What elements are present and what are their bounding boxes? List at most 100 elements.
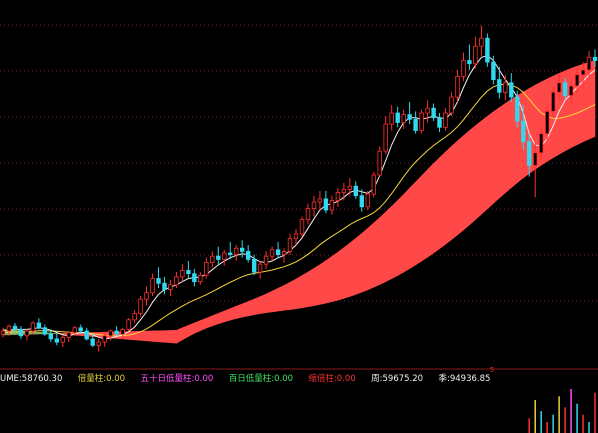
candle bbox=[60, 336, 65, 343]
band-segment bbox=[588, 60, 596, 140]
band-segment bbox=[564, 68, 572, 152]
band-segment bbox=[337, 247, 345, 301]
candle bbox=[515, 96, 520, 122]
candle bbox=[413, 119, 418, 131]
band-segment bbox=[211, 313, 219, 327]
candle bbox=[269, 249, 275, 257]
candle bbox=[323, 198, 329, 211]
candle bbox=[186, 270, 191, 275]
candle bbox=[222, 252, 227, 260]
candle bbox=[425, 107, 430, 114]
bei-liang-value: 0.00 bbox=[106, 374, 126, 384]
candle bbox=[533, 152, 538, 166]
band-segment bbox=[325, 255, 333, 304]
candle bbox=[503, 82, 508, 93]
candle bbox=[443, 112, 448, 128]
candle bbox=[574, 74, 580, 87]
band-segment bbox=[277, 284, 285, 312]
band-segment bbox=[421, 168, 428, 262]
band-segment bbox=[415, 175, 422, 266]
band-segment bbox=[391, 199, 398, 280]
band-segment bbox=[355, 232, 363, 295]
ji-value: 94936.85 bbox=[449, 374, 491, 384]
band-segment bbox=[397, 193, 404, 276]
candle bbox=[24, 330, 30, 337]
band-segment bbox=[188, 322, 195, 338]
band-segment bbox=[295, 275, 303, 310]
band-segment bbox=[331, 251, 339, 303]
band-segment bbox=[499, 102, 506, 199]
candle bbox=[192, 273, 197, 283]
band-segment bbox=[247, 298, 255, 317]
candle bbox=[586, 56, 592, 71]
band-segment bbox=[176, 327, 183, 344]
candle bbox=[102, 335, 107, 343]
bei-liang-label: 倍量柱: bbox=[77, 374, 107, 384]
candle bbox=[281, 250, 287, 255]
band-segment bbox=[361, 227, 369, 293]
candle bbox=[562, 82, 568, 96]
band-segment bbox=[194, 320, 201, 334]
candle bbox=[473, 45, 478, 65]
candle bbox=[556, 82, 562, 93]
candle bbox=[479, 37, 484, 47]
candle bbox=[180, 270, 185, 278]
band-segment bbox=[146, 330, 153, 342]
candle bbox=[78, 327, 83, 332]
candle bbox=[317, 198, 323, 203]
candle bbox=[383, 123, 388, 152]
band-segment bbox=[343, 242, 351, 299]
candle bbox=[114, 330, 119, 335]
candle bbox=[449, 96, 454, 114]
volume-marker-label: 5 bbox=[490, 366, 494, 374]
candle bbox=[293, 233, 299, 240]
wushi-label: 五十日低量柱: bbox=[140, 374, 195, 384]
candle bbox=[6, 325, 12, 332]
candle bbox=[263, 255, 269, 265]
bairi-value: 0.00 bbox=[274, 374, 294, 384]
suo-bei-label: 缩倍柱: bbox=[308, 374, 337, 384]
band-segment bbox=[451, 140, 458, 241]
candle bbox=[251, 258, 257, 273]
band-segment bbox=[253, 296, 261, 316]
candle bbox=[365, 193, 370, 208]
band-segment bbox=[241, 301, 249, 318]
volume-value: 58760.30 bbox=[21, 374, 63, 384]
band-segment bbox=[487, 111, 494, 210]
candle bbox=[210, 255, 215, 264]
volume-label: UME: bbox=[0, 374, 22, 384]
candle bbox=[150, 278, 155, 294]
candle bbox=[461, 60, 466, 77]
candle bbox=[30, 322, 36, 332]
band-segment bbox=[206, 315, 213, 329]
band-segment bbox=[433, 156, 440, 254]
candle bbox=[371, 174, 376, 195]
band-segment bbox=[152, 330, 159, 343]
candle bbox=[545, 111, 550, 135]
candle bbox=[491, 61, 496, 80]
candle bbox=[66, 332, 71, 338]
candle bbox=[12, 325, 18, 330]
band-segment bbox=[403, 187, 410, 273]
band-segment bbox=[463, 130, 470, 231]
candle bbox=[455, 76, 460, 98]
candle bbox=[305, 208, 311, 221]
candle bbox=[377, 150, 382, 176]
band-segment bbox=[283, 281, 291, 311]
candle bbox=[347, 185, 352, 190]
candle bbox=[335, 192, 341, 201]
indicator-legend: UME: 58760.30 倍量柱: 0.00 五十日低量柱: 0.00 百日低… bbox=[0, 372, 598, 386]
band-segment bbox=[301, 271, 309, 309]
candle bbox=[156, 278, 161, 284]
band-segment bbox=[307, 267, 315, 308]
candle bbox=[395, 112, 400, 123]
band-segment bbox=[164, 330, 171, 344]
candle bbox=[311, 201, 317, 209]
suo-bei-value: 0.00 bbox=[336, 374, 356, 384]
candle bbox=[389, 112, 394, 125]
band-segment bbox=[367, 222, 375, 291]
candle bbox=[120, 328, 125, 335]
candle bbox=[126, 319, 131, 330]
band-segment bbox=[481, 115, 488, 215]
candle bbox=[216, 255, 221, 260]
